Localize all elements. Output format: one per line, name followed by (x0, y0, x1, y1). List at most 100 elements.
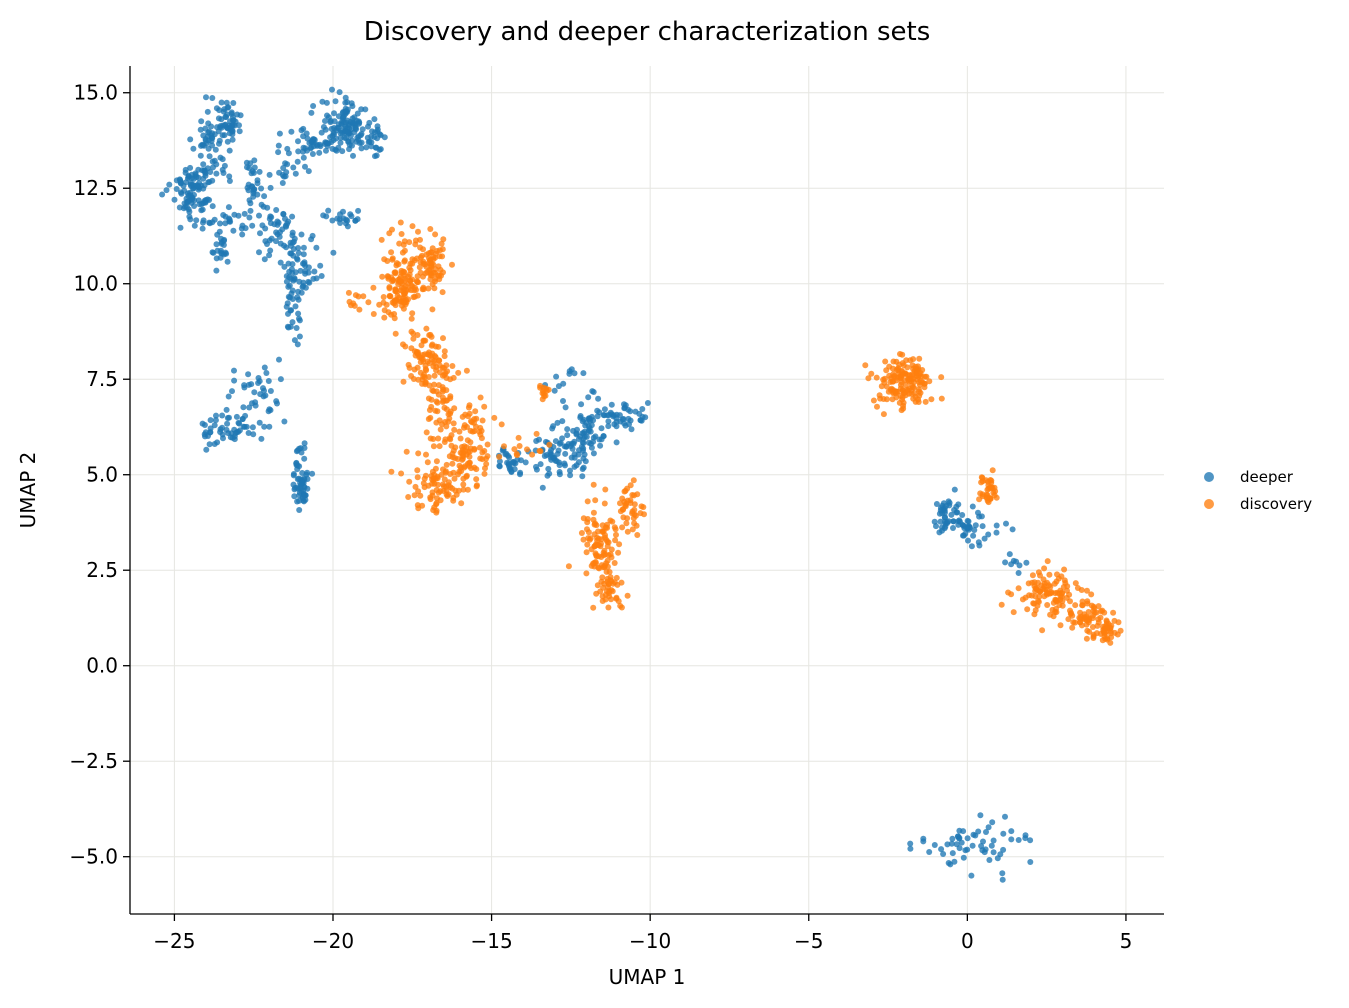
point-deeper (594, 407, 601, 414)
point-discovery (537, 384, 544, 391)
point-discovery (584, 498, 591, 505)
point-deeper (292, 303, 299, 310)
point-deeper (182, 203, 189, 210)
point-deeper (522, 459, 529, 466)
point-deeper (345, 138, 352, 144)
point-deeper (564, 432, 571, 439)
point-discovery (1107, 630, 1114, 637)
point-discovery (915, 386, 922, 393)
point-deeper (537, 461, 544, 468)
point-deeper (294, 476, 301, 483)
point-deeper (219, 132, 226, 139)
point-deeper (207, 429, 214, 436)
point-discovery (938, 395, 945, 402)
point-discovery (916, 355, 923, 362)
point-discovery (491, 414, 498, 421)
point-discovery (464, 486, 471, 493)
point-deeper (219, 156, 226, 163)
y-tick-label: 10.0 (73, 272, 118, 296)
point-discovery (1041, 565, 1048, 572)
point-deeper (231, 377, 238, 384)
point-deeper (266, 252, 273, 259)
point-discovery (425, 374, 432, 380)
point-discovery (421, 261, 428, 268)
point-deeper (585, 394, 592, 401)
point-deeper (993, 529, 1000, 536)
point-deeper (1006, 551, 1013, 558)
point-discovery (516, 443, 523, 449)
point-discovery (619, 524, 626, 531)
point-discovery (912, 363, 919, 370)
point-discovery (1061, 566, 1068, 573)
point-deeper (553, 373, 560, 380)
point-discovery (595, 564, 602, 571)
point-discovery (1033, 584, 1040, 591)
point-deeper (265, 378, 272, 384)
point-deeper (948, 511, 955, 518)
point-deeper (570, 427, 577, 434)
point-deeper (368, 143, 375, 150)
point-discovery (442, 469, 449, 476)
point-deeper (239, 222, 246, 229)
point-discovery (428, 272, 435, 279)
point-discovery (580, 536, 587, 543)
point-deeper (349, 142, 355, 149)
point-deeper (950, 518, 957, 525)
point-deeper (201, 431, 208, 438)
point-deeper (580, 370, 587, 377)
point-deeper (620, 416, 627, 422)
y-axis-label: UMAP 2 (16, 452, 40, 529)
point-deeper (220, 237, 227, 244)
point-discovery (584, 519, 591, 526)
point-deeper (261, 193, 268, 200)
point-deeper (237, 112, 244, 119)
point-deeper (303, 471, 310, 478)
point-discovery (409, 276, 416, 283)
point-deeper (508, 468, 515, 475)
point-deeper (365, 123, 371, 130)
point-deeper (263, 370, 270, 376)
point-discovery (413, 255, 420, 262)
point-deeper (302, 163, 308, 170)
point-deeper (539, 484, 546, 491)
point-deeper (969, 503, 976, 510)
point-discovery (1059, 602, 1066, 609)
point-discovery (360, 293, 367, 300)
point-deeper (181, 187, 188, 194)
point-deeper (199, 225, 206, 232)
point-deeper (505, 452, 511, 459)
point-deeper (331, 131, 337, 138)
point-deeper (254, 177, 261, 184)
point-deeper (223, 406, 230, 413)
point-deeper (978, 843, 985, 849)
point-discovery (1025, 580, 1032, 587)
point-discovery (901, 389, 908, 396)
point-discovery (408, 315, 415, 322)
point-discovery (1101, 629, 1108, 636)
point-discovery (435, 263, 442, 270)
point-discovery (1110, 609, 1117, 616)
point-discovery (414, 279, 421, 286)
point-deeper (222, 249, 229, 256)
point-discovery (921, 380, 928, 387)
point-deeper (186, 208, 193, 215)
point-deeper (260, 385, 266, 392)
point-deeper (579, 430, 586, 437)
point-deeper (342, 108, 349, 115)
point-discovery (878, 383, 885, 390)
point-discovery (1083, 635, 1090, 642)
point-deeper (296, 333, 303, 340)
y-ticks: −5.0 −2.5 0.0 2.5 5.0 7.5 10.0 12.5 15.0 (69, 81, 130, 869)
point-discovery (426, 407, 433, 413)
point-discovery (926, 378, 933, 385)
point-discovery (1088, 591, 1095, 598)
point-deeper (549, 425, 556, 432)
point-deeper (226, 215, 232, 222)
point-discovery (427, 414, 434, 421)
point-deeper (979, 523, 986, 530)
x-tick-label: 0 (961, 929, 974, 953)
point-deeper (314, 141, 321, 148)
data-points (159, 86, 1124, 883)
point-discovery (430, 388, 437, 395)
point-discovery (593, 522, 600, 529)
